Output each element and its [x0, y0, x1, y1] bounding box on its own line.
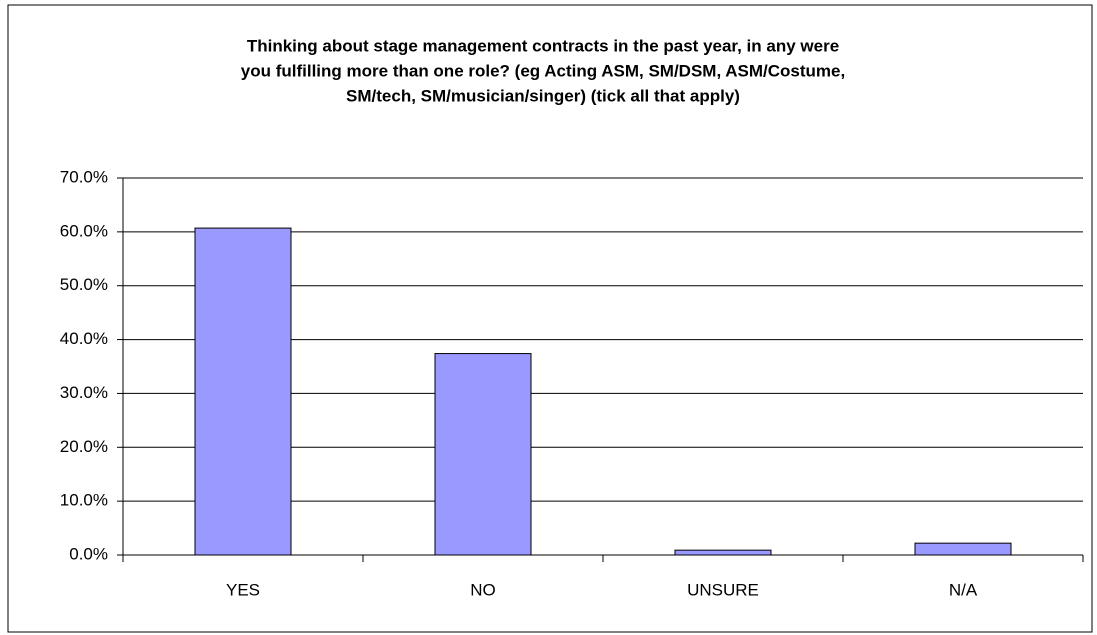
chart-title: SM/tech, SM/musician/singer) (tick all t…: [346, 86, 740, 105]
y-tick-label: 70.0%: [60, 167, 108, 186]
x-tick-label: N/A: [949, 580, 978, 599]
x-tick-label: UNSURE: [687, 580, 759, 599]
chart-frame: [7, 4, 1093, 633]
x-tick-label: NO: [470, 580, 496, 599]
y-tick-label: 60.0%: [60, 221, 108, 240]
bar: [674, 549, 772, 556]
bar: [914, 542, 1012, 556]
y-tick-label: 30.0%: [60, 383, 108, 402]
bar: [194, 227, 292, 556]
chart-title: Thinking about stage management contract…: [247, 36, 839, 55]
x-tick-label: YES: [226, 580, 260, 599]
y-tick-label: 10.0%: [60, 491, 108, 510]
y-tick-label: 50.0%: [60, 275, 108, 294]
chart-title: you fulfilling more than one role? (eg A…: [241, 61, 845, 80]
bar: [434, 353, 532, 556]
y-tick-label: 0.0%: [69, 544, 108, 563]
y-tick-label: 40.0%: [60, 329, 108, 348]
y-tick-label: 20.0%: [60, 437, 108, 456]
